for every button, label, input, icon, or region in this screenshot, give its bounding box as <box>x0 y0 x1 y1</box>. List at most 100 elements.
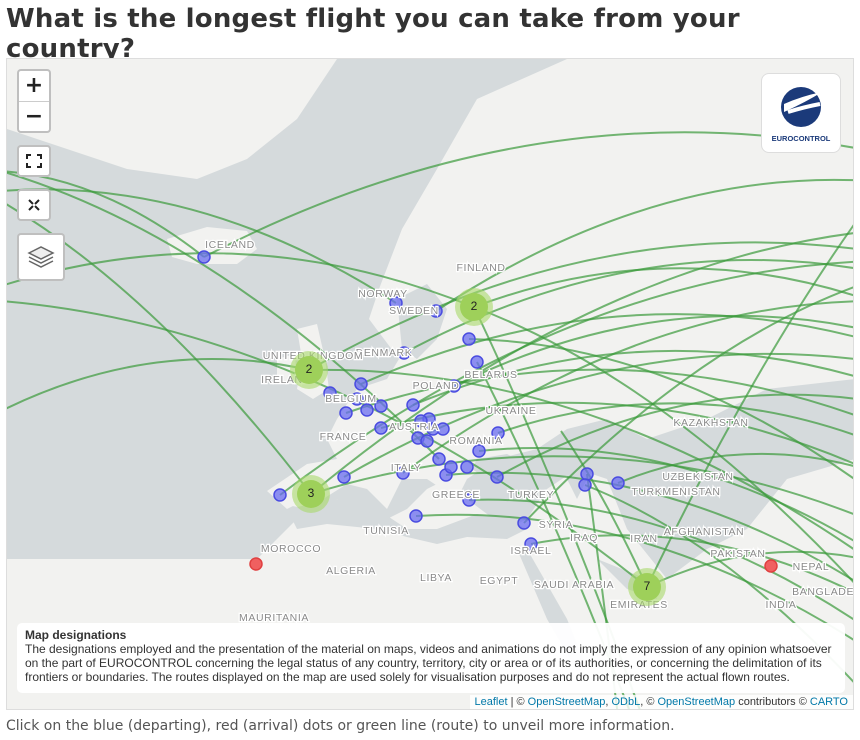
country-label: TURKMENISTAN <box>631 486 720 498</box>
cluster-count[interactable]: 7 <box>644 579 651 593</box>
attribution-link[interactable]: Leaflet <box>474 696 508 708</box>
departure-dot[interactable] <box>337 470 351 484</box>
route[interactable] <box>435 178 854 312</box>
country-label: NORWAY <box>358 288 408 300</box>
country-label: LIBYA <box>420 572 452 584</box>
route[interactable] <box>402 300 854 474</box>
departure-dot[interactable] <box>354 377 368 391</box>
cluster[interactable] <box>295 356 323 384</box>
country-label: ITALY <box>391 462 422 474</box>
departure-dot[interactable] <box>374 399 388 413</box>
route[interactable] <box>468 498 854 631</box>
departure-dot[interactable] <box>490 470 504 484</box>
departure-dot[interactable] <box>462 493 476 507</box>
departure-dot[interactable] <box>429 304 443 318</box>
departure-dot[interactable] <box>339 406 353 420</box>
departure-dot[interactable] <box>524 537 538 551</box>
cluster[interactable] <box>297 480 325 508</box>
attribution-link[interactable]: ODbL <box>611 696 641 708</box>
departure-dot[interactable] <box>460 460 474 474</box>
attribution-link[interactable]: OpenStreetMap <box>657 696 736 708</box>
route[interactable] <box>646 201 854 588</box>
fullscreen-button[interactable] <box>17 145 51 177</box>
zoom-in-button[interactable]: + <box>19 71 49 102</box>
route[interactable] <box>523 281 854 524</box>
route[interactable] <box>530 534 854 601</box>
route[interactable] <box>496 393 854 478</box>
route[interactable] <box>473 306 854 601</box>
departure-dot[interactable] <box>323 386 337 400</box>
route[interactable] <box>453 314 854 387</box>
arrival-dot[interactable] <box>249 557 263 571</box>
cluster[interactable] <box>460 293 488 321</box>
departure-dot[interactable] <box>432 452 446 466</box>
route[interactable] <box>478 447 854 551</box>
route[interactable] <box>617 452 854 484</box>
departure-dot[interactable] <box>397 346 411 360</box>
attribution: Leaflet | © OpenStreetMap, ODbL, © OpenS… <box>469 695 853 709</box>
route[interactable] <box>646 550 854 588</box>
departure-dot[interactable] <box>611 476 625 490</box>
route[interactable] <box>310 231 854 495</box>
departure-dot[interactable] <box>517 516 531 530</box>
route[interactable] <box>279 260 854 496</box>
cluster[interactable] <box>633 573 661 601</box>
departure-dot[interactable] <box>389 296 403 310</box>
attribution-text: | © <box>507 696 528 708</box>
departure-dot[interactable] <box>396 466 410 480</box>
attribution-link[interactable]: CARTO <box>809 696 848 708</box>
country-label: UKRAINE <box>486 405 537 417</box>
country-label: ALGERIA <box>326 565 376 577</box>
departure-dot[interactable] <box>462 332 476 346</box>
departure-dot[interactable] <box>409 509 423 523</box>
route[interactable] <box>468 338 854 491</box>
departure-dot[interactable] <box>578 478 592 492</box>
route[interactable] <box>473 267 854 308</box>
layers-button[interactable] <box>17 233 65 281</box>
cluster-count[interactable]: 2 <box>471 299 478 313</box>
departure-dot[interactable] <box>414 414 428 428</box>
country-label: DENMARK <box>356 347 413 359</box>
country-label: FINLAND <box>456 262 505 274</box>
cluster-count[interactable]: 3 <box>308 486 315 500</box>
departure-dot[interactable] <box>350 392 364 406</box>
attribution-link[interactable]: OpenStreetMap <box>527 696 606 708</box>
departure-dot[interactable] <box>444 460 458 474</box>
route[interactable] <box>412 349 854 406</box>
departure-dot[interactable] <box>360 403 374 417</box>
departure-dot[interactable] <box>273 488 287 502</box>
map[interactable]: ICELAND NORWAY SWEDEN FINLAND DENMARK UNITED … <box>6 58 854 710</box>
route[interactable] <box>7 252 475 308</box>
country-label: GREECE <box>432 489 480 501</box>
departure-dot[interactable] <box>436 422 450 436</box>
route[interactable] <box>560 430 648 588</box>
country-label: TURKEY <box>508 489 554 501</box>
country-label: IRAQ <box>570 532 598 544</box>
departure-dot[interactable] <box>470 355 484 369</box>
cluster-count[interactable]: 2 <box>306 362 313 376</box>
country-label: INDIA <box>765 599 796 611</box>
map-canvas: ICELANDNORWAYSWEDENFINLANDDENMARKUNITED … <box>7 59 854 709</box>
country-label: BELARUS <box>464 369 517 381</box>
arrival-dot[interactable] <box>764 559 778 573</box>
country-label: AUSTRIA <box>389 421 439 433</box>
departure-dot[interactable] <box>580 467 594 481</box>
departure-dot[interactable] <box>447 379 461 393</box>
departure-dot[interactable] <box>197 250 211 264</box>
departure-dot[interactable] <box>374 421 388 435</box>
route[interactable] <box>415 513 854 651</box>
reset-view-button[interactable] <box>17 189 51 221</box>
departure-dot[interactable] <box>491 426 505 440</box>
zoom-out-button[interactable]: − <box>24 104 44 129</box>
country-label: ICELAND <box>205 239 255 251</box>
route[interactable] <box>7 300 648 588</box>
route[interactable] <box>497 402 854 441</box>
route[interactable] <box>360 313 854 385</box>
route[interactable] <box>7 201 312 495</box>
route[interactable] <box>345 368 854 421</box>
departure-dot[interactable] <box>472 444 486 458</box>
departure-dot[interactable] <box>420 434 434 448</box>
departure-dot[interactable] <box>406 398 420 412</box>
sea <box>287 499 527 544</box>
